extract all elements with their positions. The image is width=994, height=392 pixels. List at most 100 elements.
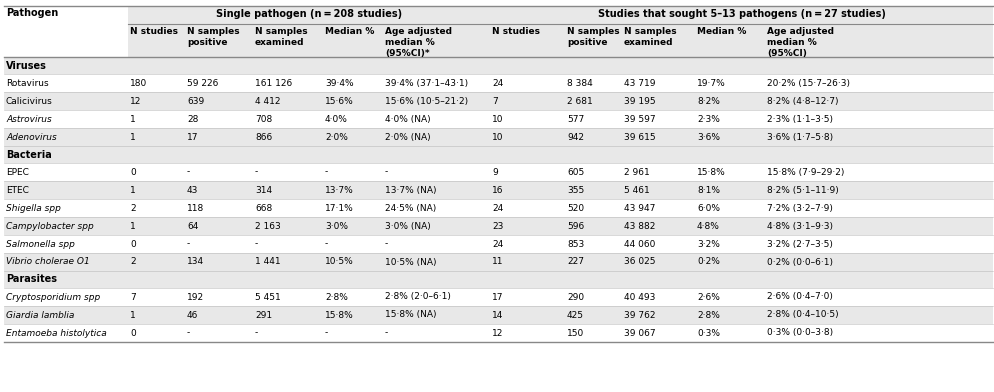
- Text: 2·8% (2·0–6·1): 2·8% (2·0–6·1): [385, 292, 451, 301]
- Text: 8·1%: 8·1%: [697, 185, 720, 194]
- Text: -: -: [385, 328, 389, 338]
- Bar: [4, 74, 993, 92]
- Text: 639: 639: [187, 96, 204, 105]
- Bar: [4, 163, 993, 181]
- Text: 10·5% (NA): 10·5% (NA): [385, 258, 436, 267]
- Text: 39 067: 39 067: [624, 328, 656, 338]
- Bar: [4, 57, 993, 74]
- Bar: [4, 146, 993, 163]
- Text: 5 451: 5 451: [255, 292, 280, 301]
- Text: -: -: [385, 240, 389, 249]
- Text: 2·3% (1·1–3·5): 2·3% (1·1–3·5): [767, 114, 833, 123]
- Text: 24: 24: [492, 203, 503, 212]
- Bar: [4, 217, 993, 235]
- Text: 7: 7: [492, 96, 498, 105]
- Text: 43 947: 43 947: [624, 203, 655, 212]
- Text: 43 882: 43 882: [624, 221, 655, 230]
- Text: 2·8% (0·4–10·5): 2·8% (0·4–10·5): [767, 310, 839, 319]
- Text: 1: 1: [130, 132, 136, 142]
- Text: 118: 118: [187, 203, 204, 212]
- Bar: [4, 324, 993, 342]
- Text: 6·0%: 6·0%: [697, 203, 720, 212]
- Text: 668: 668: [255, 203, 272, 212]
- Text: 227: 227: [567, 258, 584, 267]
- Text: 17: 17: [492, 292, 504, 301]
- Text: 40 493: 40 493: [624, 292, 655, 301]
- Text: Bacteria: Bacteria: [6, 149, 52, 160]
- Text: 2·6% (0·4–7·0): 2·6% (0·4–7·0): [767, 292, 833, 301]
- Text: 17: 17: [187, 132, 199, 142]
- Text: 0·2% (0·0–6·1): 0·2% (0·0–6·1): [767, 258, 833, 267]
- Text: Age adjusted
median %
(95%CI)*: Age adjusted median % (95%CI)*: [385, 27, 452, 58]
- Text: 942: 942: [567, 132, 584, 142]
- Text: 2: 2: [130, 258, 135, 267]
- Text: 314: 314: [255, 185, 272, 194]
- Text: 39 615: 39 615: [624, 132, 656, 142]
- Text: 1: 1: [130, 221, 136, 230]
- Text: 39 762: 39 762: [624, 310, 655, 319]
- Text: -: -: [187, 240, 190, 249]
- Bar: [4, 199, 993, 217]
- Bar: [4, 181, 993, 199]
- Text: 13·7% (NA): 13·7% (NA): [385, 185, 436, 194]
- Text: 9: 9: [492, 167, 498, 176]
- Text: Age adjusted
median %
(95%CI): Age adjusted median % (95%CI): [767, 27, 834, 58]
- Text: N studies: N studies: [130, 27, 178, 36]
- Text: N samples
positive: N samples positive: [567, 27, 619, 47]
- Text: 520: 520: [567, 203, 584, 212]
- Text: -: -: [325, 167, 328, 176]
- Text: Astrovirus: Astrovirus: [6, 114, 52, 123]
- Text: 290: 290: [567, 292, 584, 301]
- Text: Shigella spp: Shigella spp: [6, 203, 61, 212]
- Text: Entamoeba histolytica: Entamoeba histolytica: [6, 328, 106, 338]
- Text: 2·0%: 2·0%: [325, 132, 348, 142]
- Bar: [4, 235, 993, 253]
- Text: 16: 16: [492, 185, 504, 194]
- Text: 1: 1: [130, 185, 136, 194]
- Bar: [4, 6, 128, 57]
- Text: 3·6% (1·7–5·8): 3·6% (1·7–5·8): [767, 132, 833, 142]
- Text: Single pathogen (n = 208 studies): Single pathogen (n = 208 studies): [216, 9, 402, 19]
- Text: 12: 12: [492, 328, 503, 338]
- Text: N samples
examined: N samples examined: [255, 27, 307, 47]
- Text: 46: 46: [187, 310, 199, 319]
- Text: Rotavirus: Rotavirus: [6, 78, 49, 87]
- Text: 291: 291: [255, 310, 272, 319]
- Text: N samples
positive: N samples positive: [187, 27, 240, 47]
- Text: 15·8%: 15·8%: [697, 167, 726, 176]
- Text: Viruses: Viruses: [6, 60, 47, 71]
- Text: 39·4% (37·1–43·1): 39·4% (37·1–43·1): [385, 78, 468, 87]
- Bar: [4, 306, 993, 324]
- Bar: [4, 253, 993, 271]
- Bar: [4, 110, 993, 128]
- Text: 180: 180: [130, 78, 147, 87]
- Text: Vibrio cholerae O1: Vibrio cholerae O1: [6, 258, 89, 267]
- Text: 0: 0: [130, 240, 136, 249]
- Text: 3·0% (NA): 3·0% (NA): [385, 221, 430, 230]
- Text: Adenovirus: Adenovirus: [6, 132, 57, 142]
- Text: Giardia lamblia: Giardia lamblia: [6, 310, 75, 319]
- Text: 4·8%: 4·8%: [697, 221, 720, 230]
- Text: 161 126: 161 126: [255, 78, 292, 87]
- Text: 2·3%: 2·3%: [697, 114, 720, 123]
- Bar: [4, 288, 993, 306]
- Text: 3·2%: 3·2%: [697, 240, 720, 249]
- Text: 134: 134: [187, 258, 204, 267]
- Text: 0·3% (0·0–3·8): 0·3% (0·0–3·8): [767, 328, 833, 338]
- Text: 8·2% (4·8–12·7): 8·2% (4·8–12·7): [767, 96, 839, 105]
- Bar: [4, 6, 993, 57]
- Text: -: -: [187, 167, 190, 176]
- Text: ETEC: ETEC: [6, 185, 29, 194]
- Text: Studies that sought 5–13 pathogens (n = 27 studies): Studies that sought 5–13 pathogens (n = …: [597, 9, 886, 19]
- Text: 425: 425: [567, 310, 584, 319]
- Text: Median %: Median %: [697, 27, 746, 36]
- Text: 43: 43: [187, 185, 199, 194]
- Text: -: -: [187, 328, 190, 338]
- Text: N samples
examined: N samples examined: [624, 27, 677, 47]
- Text: 20·2% (15·7–26·3): 20·2% (15·7–26·3): [767, 78, 850, 87]
- Text: 17·1%: 17·1%: [325, 203, 354, 212]
- Text: 2: 2: [130, 203, 135, 212]
- Text: 2 163: 2 163: [255, 221, 280, 230]
- Text: 0·2%: 0·2%: [697, 258, 720, 267]
- Text: 605: 605: [567, 167, 584, 176]
